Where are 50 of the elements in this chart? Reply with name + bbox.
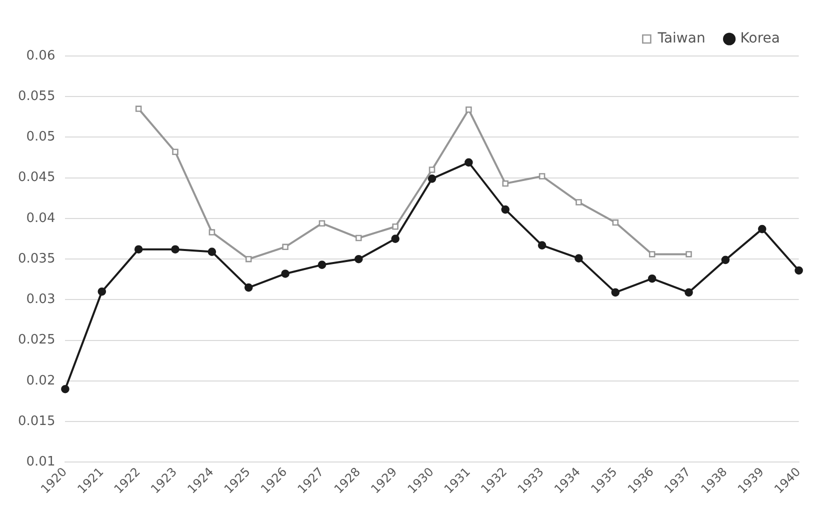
point [466, 106, 472, 113]
point [354, 254, 363, 264]
point [574, 254, 583, 262]
y-tick-label: 0.055 [18, 88, 56, 104]
y-tick-label: 0.05 [26, 130, 56, 145]
point [245, 256, 252, 262]
point [172, 148, 178, 155]
point [538, 173, 546, 180]
point [98, 287, 106, 296]
point [464, 158, 473, 167]
point [61, 384, 70, 394]
point [135, 106, 142, 112]
point [428, 166, 436, 173]
legend-label: Korea [740, 30, 780, 47]
point [611, 288, 620, 297]
point [721, 256, 730, 264]
point [538, 241, 546, 250]
y-tick-label: 0.015 [18, 414, 56, 429]
point [648, 274, 656, 283]
point [171, 245, 180, 254]
y-tick-label: 0.02 [26, 373, 56, 388]
y-tick-label: 0.04 [26, 210, 56, 226]
point [391, 234, 400, 243]
y-tick-label: 0.06 [26, 48, 56, 64]
point [318, 260, 326, 269]
point [208, 229, 216, 236]
point [318, 220, 326, 226]
point [501, 205, 510, 214]
point [392, 223, 398, 230]
point [428, 174, 436, 183]
point [648, 251, 656, 258]
legend-label: Taiwan [656, 30, 706, 47]
point [686, 251, 692, 258]
point [502, 180, 508, 187]
point [356, 234, 362, 242]
point [244, 283, 253, 292]
point [758, 224, 766, 234]
point [281, 270, 290, 278]
point [684, 288, 693, 297]
point [282, 244, 288, 250]
y-tick-label: 0.01 [26, 454, 56, 470]
point [612, 219, 619, 226]
point [208, 248, 216, 256]
point [134, 245, 143, 254]
point [794, 266, 803, 275]
point [576, 199, 582, 206]
y-tick-label: 0.035 [18, 251, 56, 266]
y-tick-label: 0.045 [18, 170, 56, 186]
y-tick-label: 0.03 [26, 292, 56, 308]
y-tick-label: 0.025 [18, 332, 56, 348]
